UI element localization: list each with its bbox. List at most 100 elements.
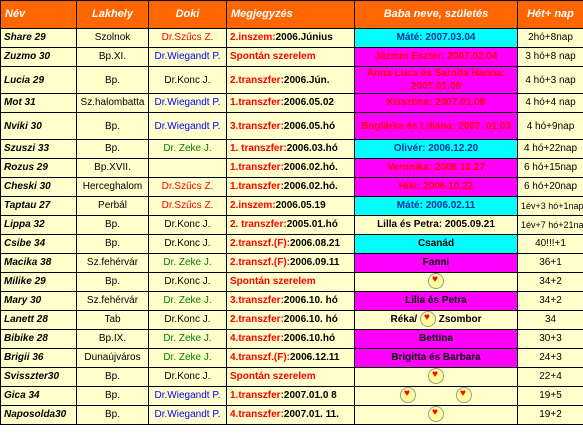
header-megjegyzes: Megjegyzés <box>226 0 355 29</box>
table-row: Zuzmo 30 Bp.XI. Dr.Wiegandt P. Spontán szer… <box>0 47 583 67</box>
baba-text: Fanni <box>422 257 450 268</box>
cell-lakhely: Tab <box>76 310 149 330</box>
cell-nev: Nviki 30 <box>0 112 77 140</box>
baba-text: Anna Luca és Sarolta Hanna: 2007.01.09 <box>366 68 506 92</box>
cell-het: 6 hó+15nap <box>517 158 583 178</box>
cell-doki: Dr.Konc J. <box>148 66 227 94</box>
baba-text: Máté: 2006.02.11 <box>396 200 476 211</box>
megjegyzes-type: 1.transzfer: <box>230 181 284 192</box>
table-row: Csibe 34 Bp. Dr.Konc J. 2.transzf.(F):2006.… <box>0 234 583 254</box>
megjegyzes-date: 2006.05.hó <box>283 120 336 132</box>
megjegyzes-type: 1.transzfer: <box>230 390 284 401</box>
heart-icon <box>400 387 416 404</box>
baba-name-a: Réka/ <box>390 314 420 325</box>
header-nev: Név <box>0 0 77 29</box>
megjegyzes-type: 2. transzfer: <box>230 219 287 230</box>
cell-megjegyzes: 1.transzfer:2006.02.hó. <box>226 177 355 197</box>
cell-lakhely: Bp. <box>76 234 149 254</box>
cell-het: 1év+7 hó+21nap <box>517 215 583 235</box>
cell-nev: Cheski 30 <box>0 177 77 197</box>
cell-baba <box>354 367 518 387</box>
cell-doki: Dr.Wiegandt P. <box>148 405 227 425</box>
cell-het: 6 hó+20nap <box>517 177 583 197</box>
cell-nev: Gica 34 <box>0 386 77 406</box>
cell-het: 4 hó+9nap <box>517 112 583 140</box>
cell-baba: Olivér: 2006.12.20 <box>354 139 518 159</box>
cell-megjegyzes: Spontán szerelem <box>226 272 355 292</box>
cell-doki: Dr.Konc J. <box>148 367 227 387</box>
cell-doki <box>148 158 227 178</box>
cell-megjegyzes: 2.transzf.(F):2006.08.21 <box>226 234 355 254</box>
cell-nev: Lanett 28 <box>0 310 77 330</box>
megjegyzes-date: 2006.02.hó. <box>283 181 338 192</box>
cell-megjegyzes: 4.transzfer:2006.10.hó <box>226 329 355 349</box>
cell-lakhely: Bp. <box>76 139 149 159</box>
cell-baba: Anna Luca és Sarolta Hanna: 2007.01.09 <box>354 66 518 94</box>
cell-doki: Dr.Wiegandt P. <box>148 93 227 113</box>
megjegyzes-date: 2006.05.02 <box>283 97 334 108</box>
baba-text: Veronika: 2006.10.27 <box>387 162 485 173</box>
cell-megjegyzes: 1. transzfer:2006.03.hó <box>226 139 355 159</box>
cell-het: 1év+3 hó+1nap <box>517 196 583 216</box>
heart-icon <box>456 387 472 404</box>
cell-megjegyzes: 3.transzfer:2006.10. hó <box>226 291 355 311</box>
baba-text: Hiki: 2006.10.22 <box>398 181 474 192</box>
megjegyzes-type: 2.inszem: <box>230 200 276 211</box>
table-row: Rozus 29 Bp.XVII. 1.transzfer:2006.02.hó. V… <box>0 158 583 178</box>
megjegyzes-type: 1. transzfer: <box>230 143 287 154</box>
table-row: Taptau 27 Perbál Dr.Szűcs Z. 2.inszem:2006.… <box>0 196 583 216</box>
cell-het: 19+5 <box>517 386 583 406</box>
cell-megjegyzes: Spontán szerelem <box>226 47 355 67</box>
cell-baba: Jázmin Eszter: 2007.02.04 <box>354 47 518 67</box>
baba-name-b: Zsombor <box>435 314 482 325</box>
megjegyzes-type: 1.transzfer: <box>230 162 284 173</box>
cell-baba: Hiki: 2006.10.22 <box>354 177 518 197</box>
cell-doki: Dr.Konc J. <box>148 272 227 292</box>
cell-nev: Mot 31 <box>0 93 77 113</box>
cell-baba: Máté: 2006.02.11 <box>354 196 518 216</box>
megjegyzes-type: Spontán szerelem <box>230 371 316 382</box>
table-row: Gica 34 Bp. Dr.Wiegandt P. 1.transzfer:2007… <box>0 386 583 406</box>
cell-nev: Bibike 28 <box>0 329 77 349</box>
cell-lakhely: Szolnok <box>76 28 149 48</box>
megjegyzes-date: 2006.Jún. <box>283 74 330 86</box>
table-row: Szuszi 33 Bp. Dr. Zeke J. 1. transzfer:2006… <box>0 139 583 159</box>
baba-text: Bettina <box>419 333 453 344</box>
megjegyzes-date: 2006.10.hó <box>283 333 336 344</box>
table-row: Lippa 32 Bp. Dr.Konc J. 2. transzfer:2005.0… <box>0 215 583 235</box>
cell-doki: Dr.Wiegandt P. <box>148 112 227 140</box>
cell-megjegyzes: 2.inszem:2006.Június <box>226 28 355 48</box>
cell-megjegyzes: 3.transzfer:2006.05.hó <box>226 112 355 140</box>
cell-nev: Brigii 36 <box>0 348 77 368</box>
baba-text: Krisztina: 2007.01.08 <box>386 97 486 108</box>
cell-megjegyzes: 2.transzf.(F):2006.09.11 <box>226 253 355 273</box>
cell-doki: Dr. Zeke J. <box>148 253 227 273</box>
cell-het: 24+3 <box>517 348 583 368</box>
baba-text: Boglárka és Liliána: 2007. 01.03 <box>360 120 512 132</box>
megjegyzes-date: 2007.01.0 8 <box>283 390 337 401</box>
cell-doki: Dr. Zeke J. <box>148 139 227 159</box>
cell-lakhely: Bp. <box>76 112 149 140</box>
cell-het: 34+2 <box>517 291 583 311</box>
cell-doki: Dr.Konc J. <box>148 310 227 330</box>
megjegyzes-date: 2006.09.11 <box>290 257 340 268</box>
cell-baba: Réka/ Zsombor <box>354 310 518 330</box>
megjegyzes-type: 4.transzfer: <box>230 333 284 344</box>
baba-text: Lilla és Petra <box>405 295 467 306</box>
megjegyzes-date: 2007.01. 11. <box>283 409 339 420</box>
megjegyzes-date: 2006.05.19 <box>275 200 326 211</box>
cell-baba: Fanni <box>354 253 518 273</box>
megjegyzes-type: 4.transzf.(F): <box>230 352 290 363</box>
pregnancy-table: Név Lakhely Doki Megjegyzés Baba neve, s… <box>0 0 583 425</box>
table-row: Mary 30 Sz.fehérvár Dr. Zeke J. 3.transzfer… <box>0 291 583 311</box>
cell-baba: Csanád <box>354 234 518 254</box>
cell-doki: Dr. Zeke J. <box>148 329 227 349</box>
heart-icon <box>428 368 444 385</box>
cell-nev: Taptau 27 <box>0 196 77 216</box>
cell-megjegyzes: 2. transzfer:2005.01.hó <box>226 215 355 235</box>
megjegyzes-date: 2006.02.hó. <box>283 162 338 173</box>
cell-lakhely: Bp. <box>76 405 149 425</box>
cell-baba <box>354 405 518 425</box>
cell-doki: Dr.Szűcs Z. <box>148 28 227 48</box>
cell-lakhely: Sz.halombatta <box>76 93 149 113</box>
